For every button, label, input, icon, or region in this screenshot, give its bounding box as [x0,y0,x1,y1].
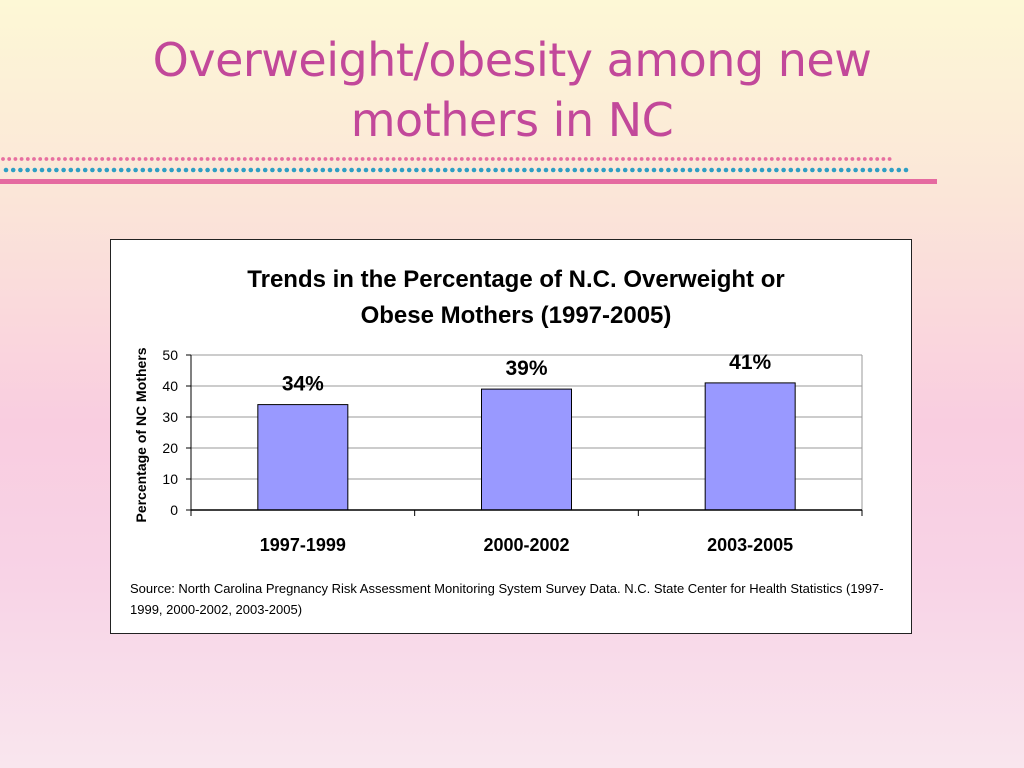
y-tick-label: 50 [162,347,178,363]
slide-title: Overweight/obesity among new mothers in N… [152,33,872,147]
bar-2003-2005 [704,382,796,511]
x-tick-label: 2000-2002 [483,535,569,555]
data-label: 41% [729,351,771,374]
divider-rule [0,179,937,184]
bar-2000-2002 [481,388,572,511]
y-tick-label: 30 [162,409,178,425]
y-tick-label: 0 [170,502,178,518]
data-label: 34% [282,373,324,396]
y-tick-label: 10 [162,471,178,487]
data-label: 39% [505,357,547,380]
bar-1997-1999 [257,404,349,511]
x-tick-label: 2003-2005 [707,535,793,555]
y-tick-label: 40 [162,378,178,394]
divider-dots-blue [3,167,909,173]
y-tick-label: 20 [162,440,178,456]
x-tick-label: 1997-1999 [260,535,346,555]
chart-title: Trends in the Percentage of N.C. Overwei… [247,266,785,329]
divider-dots-pink [1,157,892,161]
chart-source-note: Source: North Carolina Pregnancy Risk As… [130,581,884,617]
title-divider [0,157,937,184]
